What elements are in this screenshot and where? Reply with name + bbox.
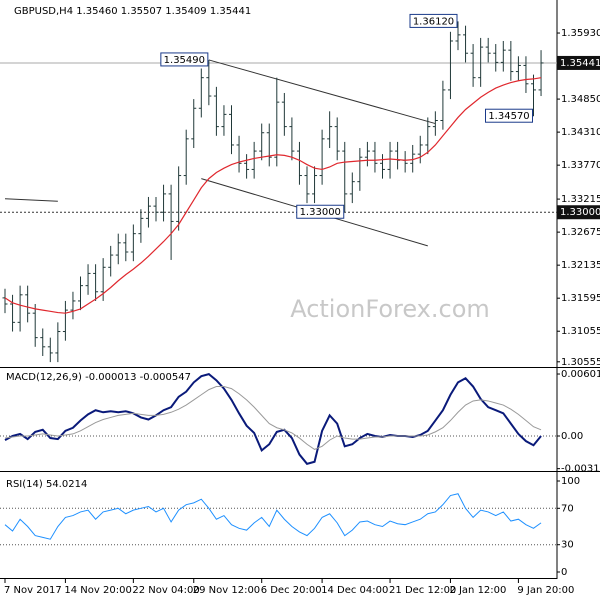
y-tick-label: 1.34310 — [561, 127, 600, 138]
annotation-box — [160, 52, 209, 67]
annotation-box — [485, 108, 533, 123]
y-tick-label: 1.31055 — [561, 326, 600, 337]
price-label: 1.35441 — [560, 58, 600, 69]
annotation-label: 1.33000 — [300, 207, 341, 218]
y-tick-label: 0 — [561, 567, 567, 578]
x-tick-label: 21 Dec 12:00 — [389, 585, 456, 596]
indicator-line — [4, 386, 542, 450]
x-tick-label: 14 Dec 04:00 — [321, 585, 388, 596]
indicator-line — [4, 373, 542, 465]
y-tick-label: 1.30555 — [561, 357, 600, 368]
macd-title: MACD(12,26,9) -0.000013 -0.000547 — [6, 372, 191, 383]
x-tick-label: 2 Jan 12:00 — [449, 585, 506, 596]
chart-title: GBPUSD,H4 1.35460 1.35507 1.35409 1.3544… — [14, 6, 251, 17]
annotation-label: 1.35490 — [164, 55, 205, 66]
x-tick-label: 22 Nov 04:00 — [132, 585, 199, 596]
y-tick-label: 1.35930 — [561, 28, 600, 39]
price-label-box — [557, 55, 600, 70]
y-tick-label: 1.32135 — [561, 260, 600, 271]
annotation-label: 1.36120 — [413, 16, 454, 27]
rsi-title: RSI(14) 54.0214 — [6, 479, 87, 490]
trend-line — [4, 198, 58, 202]
y-tick-label: 30 — [561, 540, 574, 551]
y-tick-label: 1.33215 — [561, 194, 600, 205]
x-tick-label: 6 Dec 20:00 — [261, 585, 322, 596]
y-tick-label: 100 — [561, 476, 580, 487]
x-tick-label: 9 Jan 20:00 — [517, 585, 574, 596]
y-tick-label: 1.32675 — [561, 227, 600, 238]
watermark: ActionForex.com — [290, 295, 490, 323]
y-tick-label: 1.34850 — [561, 94, 600, 105]
x-tick-label: 14 Nov 20:00 — [64, 585, 131, 596]
moving-average — [4, 77, 542, 314]
indicator-line — [4, 493, 542, 540]
trend-line — [208, 59, 436, 125]
y-tick-label: 1.31595 — [561, 293, 600, 304]
y-tick-label: 0.00 — [561, 431, 583, 442]
annotation-box — [296, 204, 345, 219]
y-tick-label: -0.003169 — [561, 464, 600, 475]
price-label: 1.33000 — [560, 207, 600, 218]
y-tick-label: 70 — [561, 503, 574, 514]
annotation-box — [409, 13, 458, 28]
y-tick-label: 0.006013 — [561, 369, 600, 380]
price-label-box — [557, 205, 600, 220]
y-tick-label: 1.33770 — [561, 160, 600, 171]
x-tick-label: 7 Nov 2017 — [4, 585, 62, 596]
x-tick-label: 29 Nov 12:00 — [193, 585, 260, 596]
annotation-label: 1.34570 — [488, 111, 529, 122]
